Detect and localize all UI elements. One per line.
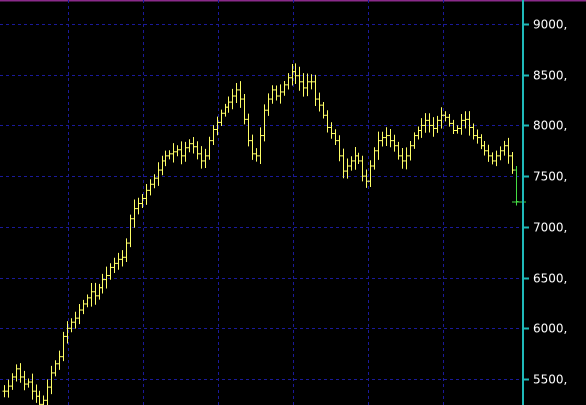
price-axis-labels: 9000, 8500, 8000, 7500, 7000, 6500, 6000, 5500,	[523, 18, 567, 387]
price-axis-label: 6500,	[533, 272, 567, 286]
price-axis-label: 5500,	[533, 373, 567, 387]
price-axis-label: 7500,	[533, 170, 567, 184]
price-axis-label: 7000,	[533, 221, 567, 235]
price-bars	[2, 63, 526, 405]
price-axis-label: 9000,	[533, 18, 567, 32]
price-axis-label: 6000,	[533, 322, 567, 336]
price-axis-label: 8000,	[533, 119, 567, 133]
grid-lines	[0, 0, 523, 405]
price-axis-label: 8500,	[533, 69, 567, 83]
